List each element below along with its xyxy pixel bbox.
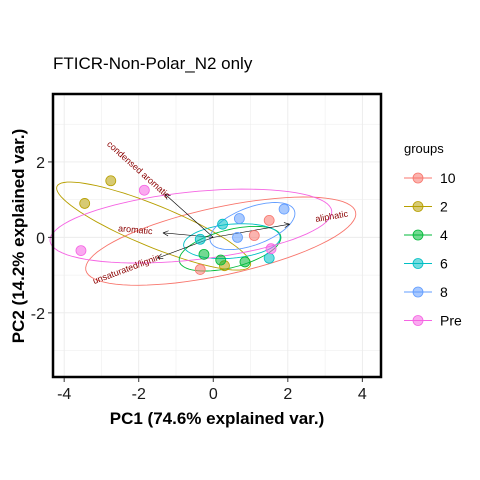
- y-tick-label: -2: [31, 306, 45, 323]
- vector-arrowhead: [164, 193, 171, 196]
- legend-label: 4: [440, 227, 448, 243]
- legend-label: 10: [440, 170, 456, 186]
- data-point-group-4: [215, 254, 227, 266]
- ellipse-group-2: [56, 181, 252, 271]
- data-point-group-6: [217, 218, 228, 230]
- legend-key-point: [412, 315, 424, 326]
- vector-arrowhead: [284, 223, 290, 228]
- data-point-group-8: [278, 203, 290, 215]
- data-point-group-10: [194, 264, 206, 275]
- vector-arrowhead: [162, 232, 169, 237]
- vector-arrowhead: [157, 257, 164, 260]
- legend-title: groups: [404, 141, 444, 156]
- tick-layer: -4 -2 0 2 4 -2 0 2: [31, 155, 367, 403]
- vector-label: unsaturated/lignin: [91, 252, 161, 286]
- ellipse-group-6: [183, 223, 281, 260]
- ellipse-group-Pre: [49, 188, 333, 264]
- x-tick-label: 4: [358, 386, 367, 403]
- legend-item-Pre: Pre: [404, 313, 462, 329]
- legend-label: 8: [440, 284, 448, 300]
- y-tick-label: 2: [36, 155, 45, 172]
- legend-key-point: [412, 172, 424, 184]
- data-point-group-8: [232, 231, 243, 243]
- legend-item-8: 8: [404, 284, 448, 300]
- legend-item-4: 4: [404, 227, 448, 243]
- point-layer: [75, 175, 290, 275]
- data-point-group-2: [105, 175, 117, 187]
- vector-arrowhead: [157, 253, 162, 259]
- ellipse-group-10: [85, 196, 357, 286]
- vector-arrowhead: [164, 193, 168, 200]
- legend-item-6: 6: [404, 256, 448, 272]
- vector-arrowhead: [162, 230, 169, 234]
- legend-label: Pre: [440, 313, 462, 329]
- x-tick-label: -2: [132, 386, 146, 403]
- data-point-group-Pre: [75, 245, 87, 256]
- panel-border: [51, 92, 383, 379]
- legend-item-2: 2: [404, 199, 448, 215]
- data-point-group-10: [263, 215, 275, 226]
- legend-key-point: [412, 258, 424, 269]
- data-point-group-6: [263, 252, 275, 264]
- data-point-group-6: [194, 233, 206, 245]
- vector-label: aliphatic: [314, 208, 349, 224]
- legend-item-10: 10: [404, 170, 456, 186]
- x-tick-label: -4: [57, 386, 71, 403]
- grid-layer: [53, 94, 381, 377]
- vector-label: aromatic: [118, 223, 154, 236]
- y-axis-title: PC2 (14.2% explained var.): [9, 129, 28, 344]
- legend-label: 6: [440, 256, 448, 272]
- x-tick-label: 2: [283, 386, 292, 403]
- data-point-group-4: [198, 248, 210, 260]
- loading-vector: [164, 193, 214, 238]
- ellipse-layer: [49, 181, 357, 286]
- data-point-group-10: [248, 230, 260, 241]
- data-point-group-Pre: [138, 184, 150, 196]
- vector-arrowhead: [283, 222, 290, 225]
- data-point-group-4: [239, 256, 251, 268]
- loading-vector: [213, 223, 290, 238]
- legend-key-point: [412, 229, 424, 241]
- x-tick-label: 0: [209, 386, 218, 403]
- chart-title: FTICR-Non-Polar_N2 only: [53, 54, 253, 73]
- y-tick-label: 0: [36, 230, 45, 247]
- data-point-group-8: [233, 213, 245, 224]
- legend-label: 2: [440, 199, 448, 215]
- data-point-group-Pre: [265, 243, 277, 255]
- legend: groups 10 2 4 6 8 Pre: [404, 141, 462, 329]
- ellipse-group-8: [209, 202, 296, 251]
- loading-vector: [162, 232, 214, 238]
- data-point-group-2: [79, 198, 91, 209]
- legend-key-point: [412, 201, 424, 212]
- legend-key-point: [412, 286, 424, 298]
- x-axis-title: PC1 (74.6% explained var.): [110, 409, 325, 428]
